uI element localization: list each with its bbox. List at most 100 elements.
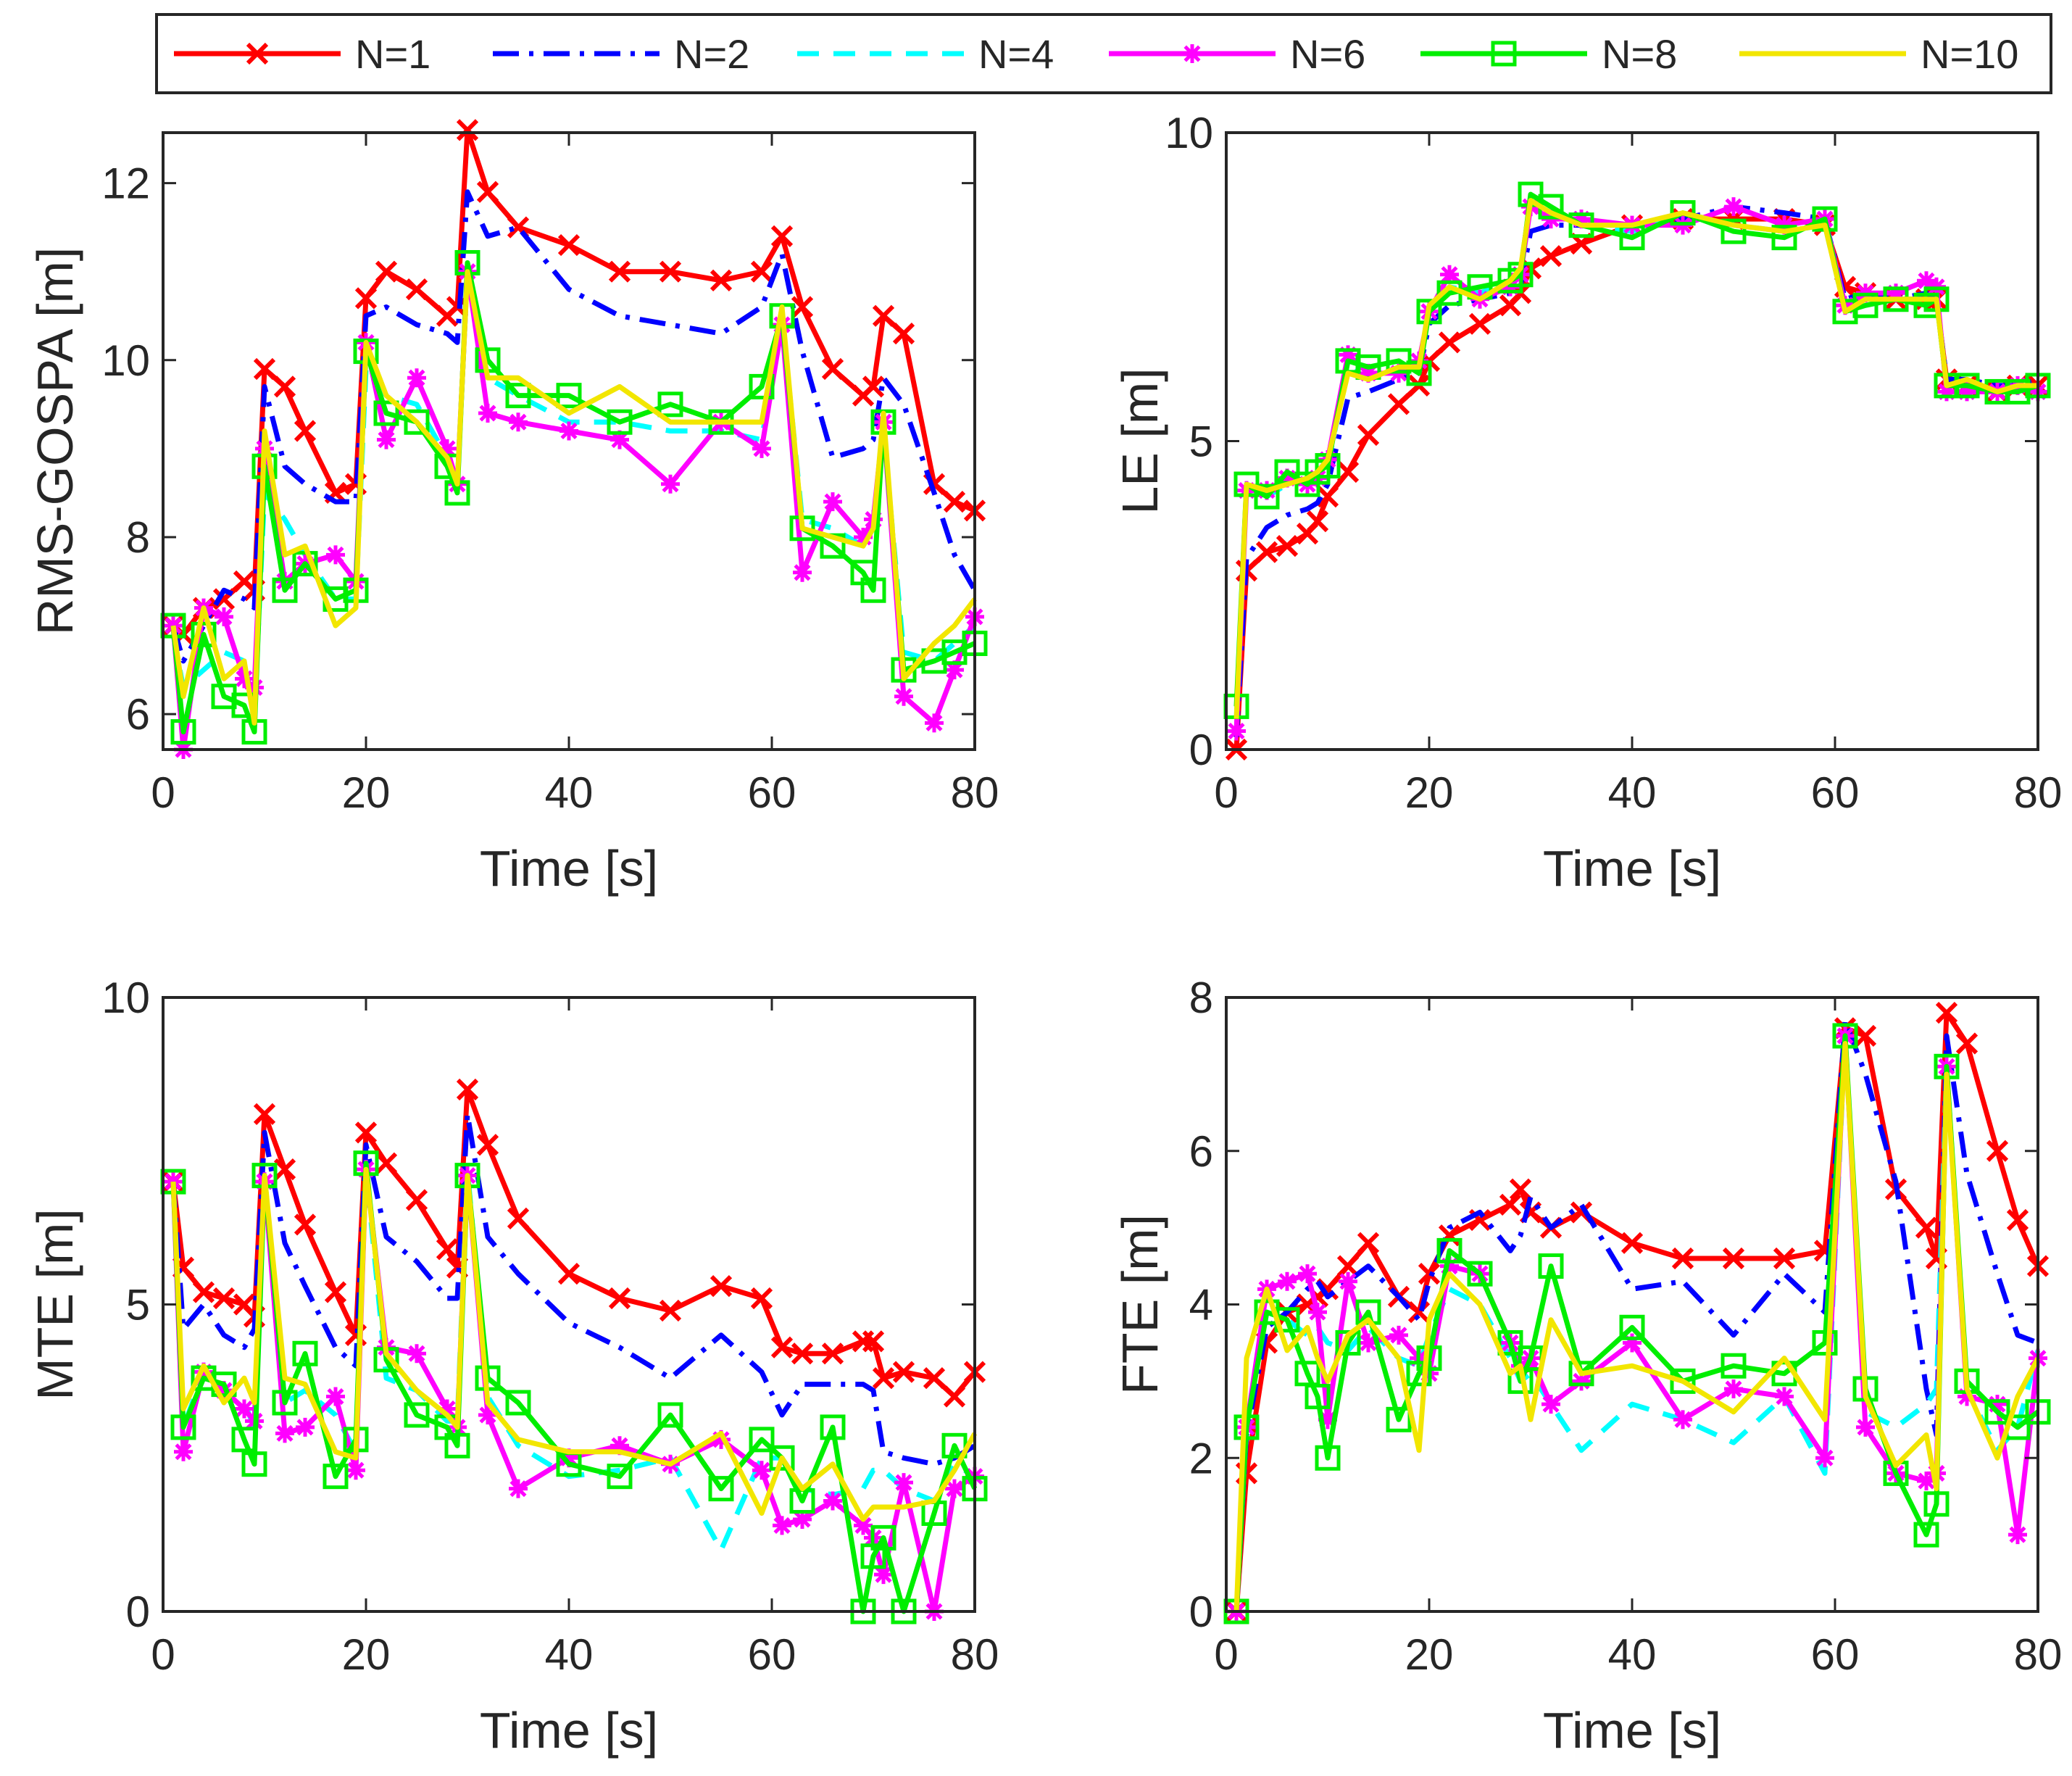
- square-marker: [323, 1464, 349, 1490]
- asterisk-marker: [610, 1436, 629, 1456]
- x-marker: [354, 287, 378, 310]
- square-marker: [708, 1476, 734, 1502]
- asterisk-marker: [1957, 382, 1976, 402]
- asterisk-marker: [1937, 382, 1956, 402]
- asterisk-marker: [823, 1491, 842, 1511]
- x-tick-label: 60: [748, 1630, 796, 1679]
- y-axis-label: RMS-GOSPA [m]: [27, 247, 83, 635]
- square-marker: [272, 577, 298, 603]
- x-marker: [212, 1287, 236, 1310]
- asterisk-marker: [945, 660, 964, 680]
- square-marker: [607, 1464, 633, 1490]
- asterisk-marker: [478, 1405, 497, 1424]
- square-marker: [870, 1524, 896, 1551]
- x-marker: [405, 278, 428, 301]
- x-marker: [862, 1330, 885, 1353]
- plot-area: [1226, 997, 2038, 1611]
- asterisk-marker: [438, 1399, 457, 1419]
- square-marker: [1812, 1329, 1838, 1356]
- series-group: [160, 1078, 988, 1624]
- asterisk-marker: [894, 1473, 913, 1493]
- plot-area: [163, 133, 975, 750]
- x-tick-label: 40: [545, 1630, 594, 1679]
- asterisk-marker: [1623, 1333, 1642, 1353]
- x-tick-label: 0: [1214, 768, 1238, 817]
- x-marker: [892, 1361, 915, 1383]
- legend-entry-n6: N=6: [1109, 31, 1365, 77]
- legend-label: N=6: [1290, 31, 1365, 77]
- asterisk-marker: [1183, 44, 1202, 63]
- x-tick-label: 60: [1811, 768, 1860, 817]
- x-marker: [1620, 1232, 1644, 1254]
- asterisk-marker: [326, 545, 345, 565]
- y-tick-label: 10: [1165, 109, 1213, 157]
- x-marker: [608, 260, 631, 283]
- asterisk-marker: [610, 430, 629, 449]
- x-marker: [770, 1336, 794, 1358]
- series-n10: [1233, 198, 2038, 719]
- y-axis-label: FTE [m]: [1112, 1214, 1168, 1395]
- legend-label: N=4: [978, 31, 1054, 77]
- legend-entry-n10: N=10: [1739, 31, 2018, 77]
- square-marker: [1721, 218, 1747, 244]
- x-marker: [253, 357, 276, 381]
- square-marker: [1984, 1399, 2010, 1425]
- x-marker: [1418, 1263, 1441, 1285]
- y-tick-label: 8: [1189, 974, 1213, 1022]
- square-marker: [505, 1390, 531, 1416]
- subplot-rms-gospa: 0 20 40 60 80 6 8 10 12 Time [s] RMS-GOSPA [m]: [27, 119, 999, 897]
- series-group: [1223, 181, 2051, 761]
- series-n10: [1233, 1041, 2041, 1612]
- legend-box: [155, 13, 2052, 94]
- square-marker: [556, 383, 582, 409]
- x-marker: [750, 260, 773, 283]
- x-marker: [1468, 312, 1491, 335]
- asterisk-marker: [1440, 265, 1459, 284]
- x-marker: [659, 1299, 682, 1322]
- x-marker: [710, 1274, 733, 1298]
- x-marker: [1773, 1247, 1796, 1270]
- x-marker: [405, 1189, 428, 1211]
- x-marker: [294, 420, 317, 442]
- x-marker: [1935, 1002, 1958, 1024]
- asterisk-marker: [925, 713, 944, 733]
- asterisk-marker: [1359, 363, 1378, 383]
- x-marker: [872, 1367, 895, 1390]
- x-marker: [1499, 1193, 1522, 1216]
- x-marker: [791, 1343, 814, 1365]
- square-marker: [241, 1451, 267, 1477]
- x-marker: [1306, 510, 1329, 533]
- x-marker: [253, 1103, 276, 1126]
- x-marker: [862, 375, 885, 398]
- x-tick-label: 40: [1608, 1630, 1657, 1679]
- x-tick-label: 20: [1405, 768, 1454, 817]
- square-marker: [1670, 1368, 1696, 1394]
- asterisk-marker: [1278, 468, 1297, 488]
- square-marker: [272, 1390, 298, 1416]
- asterisk-marker: [509, 1479, 528, 1498]
- square-marker: [373, 400, 399, 426]
- y-axis-label: MTE [m]: [27, 1208, 83, 1400]
- x-marker: [507, 1207, 530, 1230]
- y-tick-label: 8: [126, 513, 150, 562]
- subplot-fte: 0 20 40 60 80 0 2 4 6 8 Time [s] FTE [m]: [1112, 974, 2062, 1759]
- x-marker: [791, 296, 814, 318]
- asterisk-marker: [661, 474, 680, 494]
- x-tick-label: 80: [2014, 1630, 2063, 1679]
- x-marker: [476, 180, 499, 203]
- x-tick-label: 80: [2014, 768, 2063, 817]
- x-marker: [557, 1263, 581, 1285]
- asterisk-marker: [854, 527, 873, 547]
- asterisk-marker: [1917, 271, 1936, 291]
- asterisk-marker: [346, 1461, 365, 1480]
- x-tick-label: 40: [1608, 768, 1657, 817]
- x-marker: [1955, 1032, 1979, 1055]
- x-marker: [1357, 1232, 1380, 1254]
- asterisk-marker: [377, 430, 396, 449]
- series-line: [1233, 1018, 2039, 1612]
- square-marker: [820, 1414, 846, 1440]
- series-line: [1233, 1033, 2040, 1612]
- square-marker: [170, 1414, 196, 1440]
